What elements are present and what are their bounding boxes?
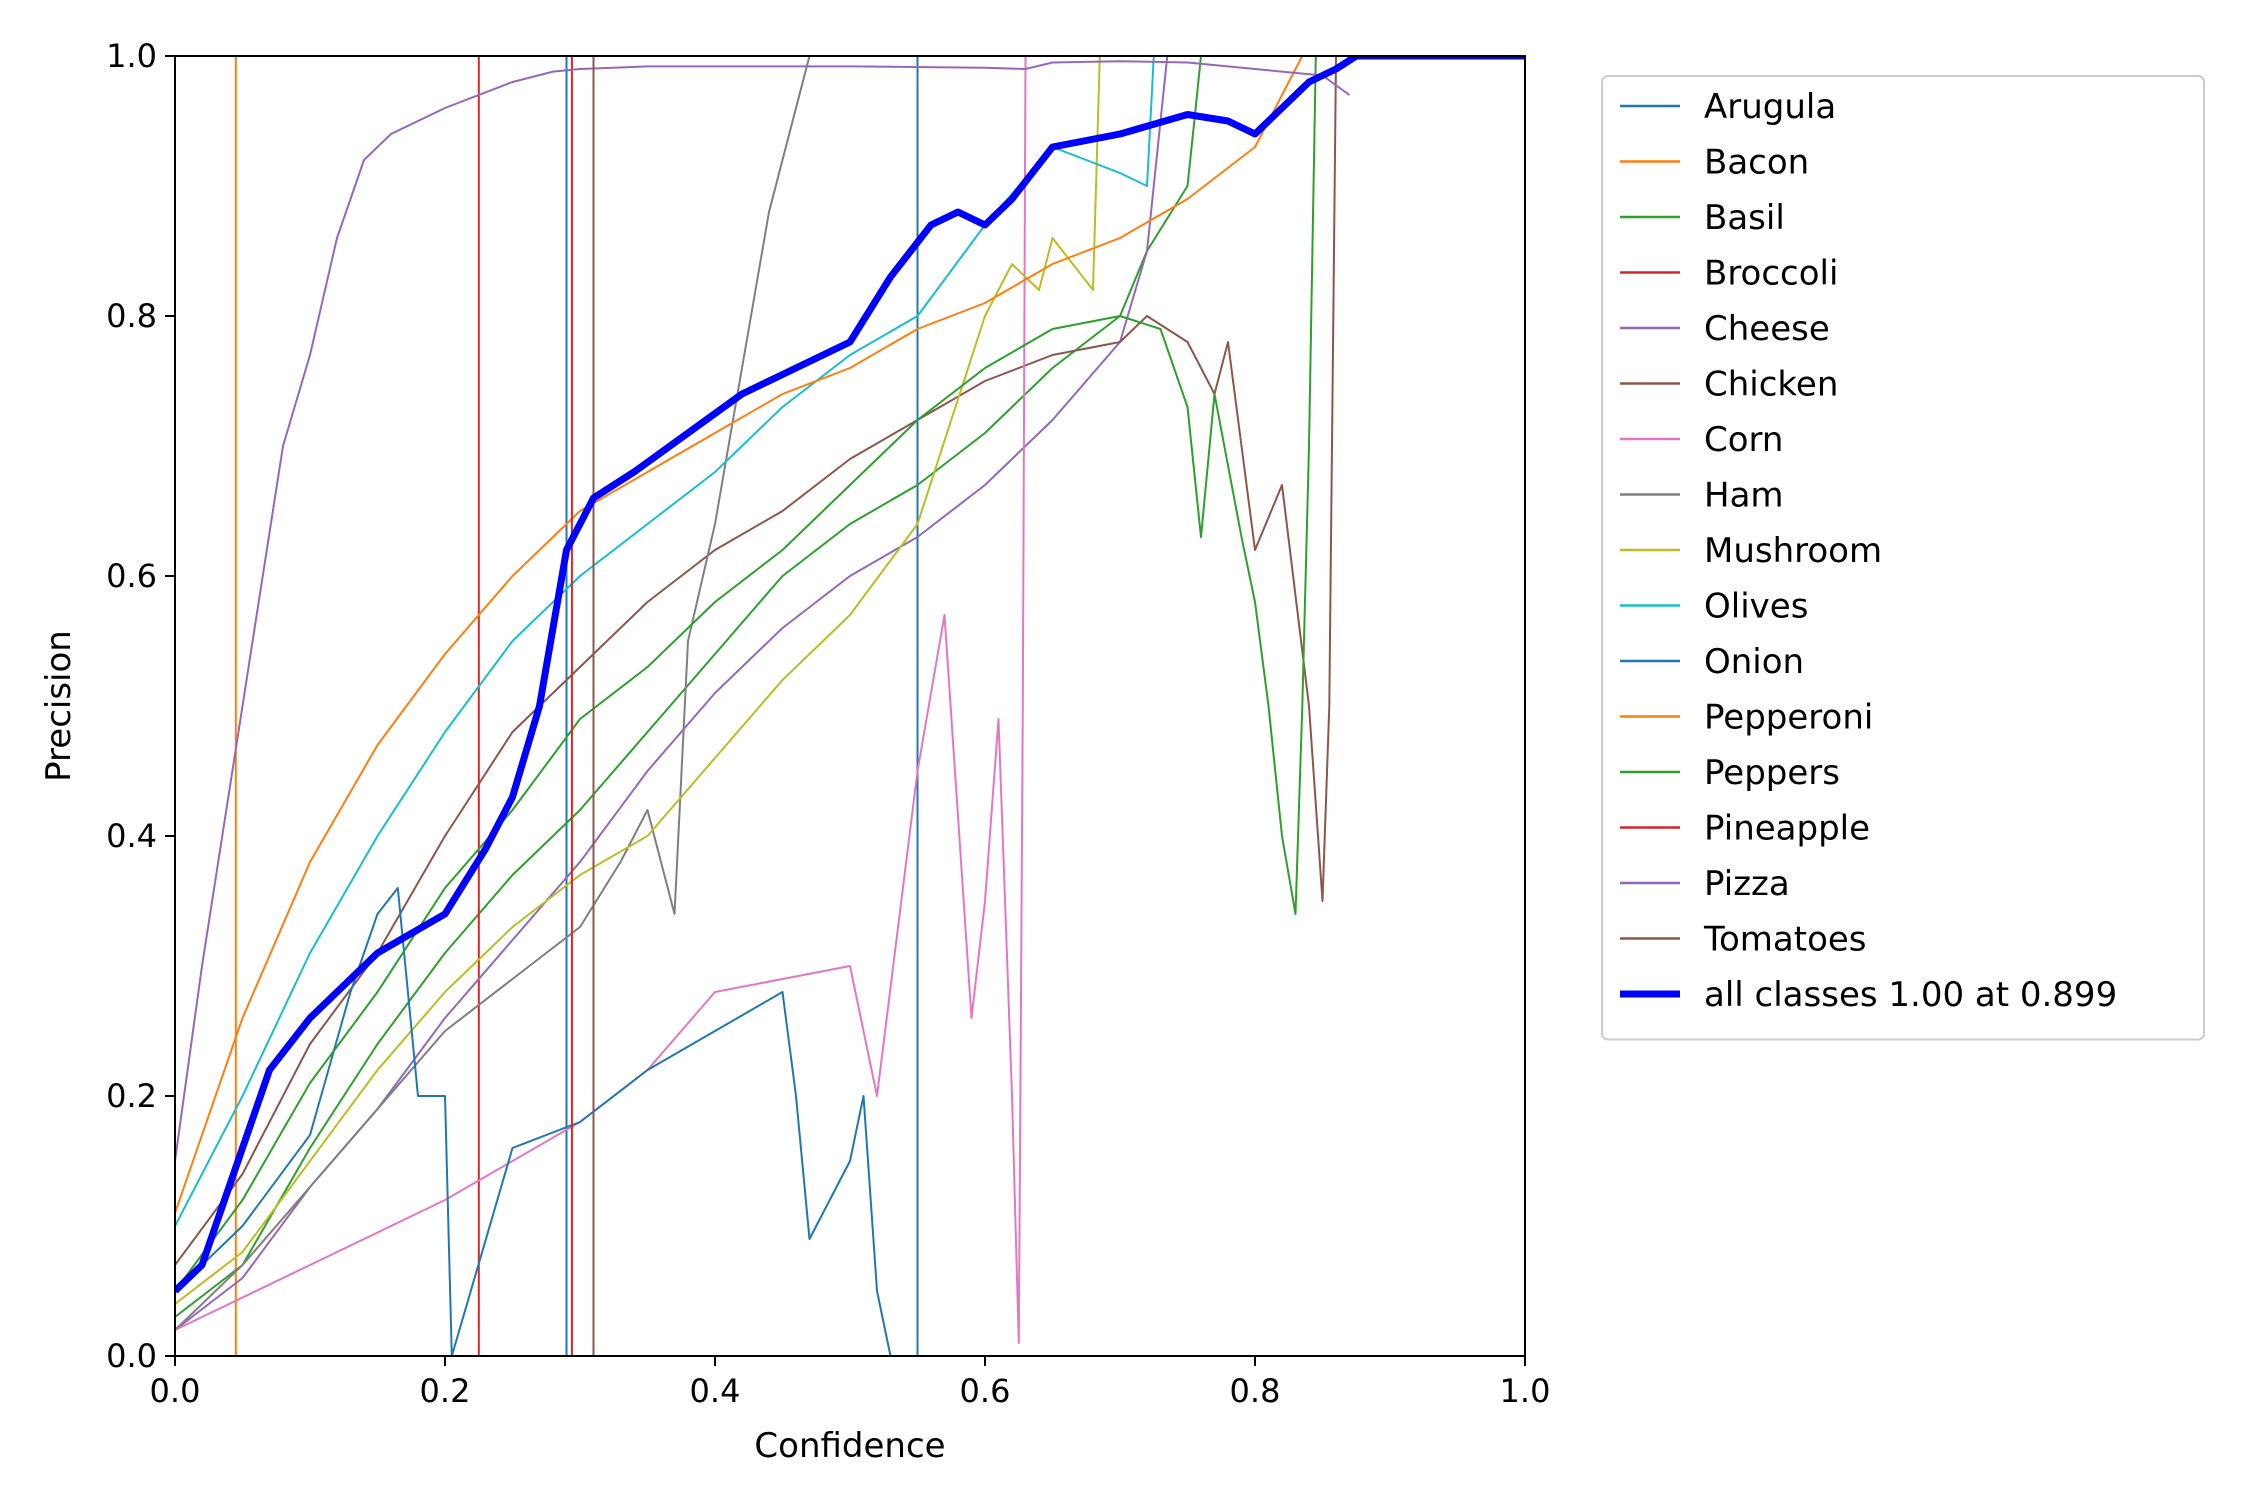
legend-box xyxy=(1601,75,2205,1041)
y-axis-label: Precision xyxy=(39,630,79,782)
series-line-corn xyxy=(175,56,1027,1344)
legend-label: Pepperoni xyxy=(1704,698,1873,738)
y-tick-label: 0.0 xyxy=(106,1337,157,1375)
legend-label: Peppers xyxy=(1704,753,1840,793)
legend-label: Chicken xyxy=(1704,365,1838,405)
series-line-cheese xyxy=(175,56,1169,1331)
series-line-arugula xyxy=(175,56,919,1356)
legend-label: Ham xyxy=(1704,476,1784,516)
legend-label: Corn xyxy=(1704,420,1783,460)
legend-label: Bacon xyxy=(1704,143,1809,183)
series-line-mushroom xyxy=(175,56,1101,1305)
x-tick-label: 0.4 xyxy=(690,1372,741,1410)
series-line-ham xyxy=(175,56,811,1331)
series-line-tomatoes xyxy=(175,56,595,1356)
x-tick-label: 0.6 xyxy=(960,1372,1011,1410)
plot-area xyxy=(175,56,1525,1356)
series-line-chicken xyxy=(175,56,1337,1266)
x-tick-label: 0.2 xyxy=(420,1372,471,1410)
legend: Arugula Bacon Basil Broccoli Cheese Chicken Co… xyxy=(1601,75,2205,1041)
series-line-peppers xyxy=(175,56,1317,1292)
legend-label: Basil xyxy=(1704,198,1785,238)
legend-label: Mushroom xyxy=(1704,531,1882,571)
legend-label: Pineapple xyxy=(1704,809,1870,849)
y-tick-label: 0.4 xyxy=(106,817,157,855)
x-axis-label: Confidence xyxy=(754,1426,945,1466)
legend-label: Pizza xyxy=(1704,864,1790,904)
series-line-broccoli xyxy=(175,56,480,1356)
series-line-all-classes-1-00-at-0-899 xyxy=(175,56,1525,1294)
y-tick-label: 0.8 xyxy=(106,297,157,335)
legend-label: Olives xyxy=(1704,587,1808,627)
x-axis: 0.0 0.2 0.4 0.6 0.8 1.0 xyxy=(150,1356,1551,1410)
legend-label: Arugula xyxy=(1704,87,1836,127)
legend-label: Broccoli xyxy=(1704,254,1838,294)
y-tick-label: 0.6 xyxy=(106,557,157,595)
legend-label: Tomatoes xyxy=(1703,920,1867,960)
legend-label: Onion xyxy=(1704,642,1804,682)
y-axis: 0.0 0.2 0.4 0.6 0.8 1.0 xyxy=(106,37,175,1375)
series-line-pineapple xyxy=(175,56,573,1356)
x-tick-label: 0.0 xyxy=(150,1372,201,1410)
series-line-olives xyxy=(175,56,1155,1227)
series-line-bacon xyxy=(175,56,237,1356)
x-tick-label: 1.0 xyxy=(1500,1372,1551,1410)
series-line-basil xyxy=(175,56,1202,1318)
y-tick-label: 1.0 xyxy=(106,37,157,75)
legend-label: all classes 1.00 at 0.899 xyxy=(1704,975,2117,1015)
legend-label: Cheese xyxy=(1704,309,1830,349)
y-tick-label: 0.2 xyxy=(106,1077,157,1115)
x-tick-label: 0.8 xyxy=(1230,1372,1281,1410)
series-line-pizza xyxy=(175,60,1351,1162)
plot-frame xyxy=(174,55,1526,1357)
series-line-pepperoni xyxy=(175,56,1304,1214)
